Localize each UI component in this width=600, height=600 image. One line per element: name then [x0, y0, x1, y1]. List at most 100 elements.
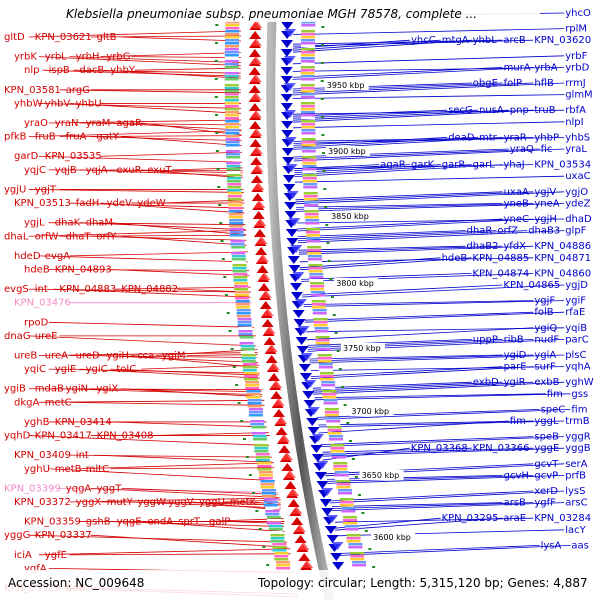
reverse-gene-arrow[interactable]: [321, 488, 334, 496]
reverse-gene-arrow[interactable]: [284, 29, 297, 37]
forward-gene-arrow[interactable]: [280, 452, 293, 460]
gene-label-right[interactable]: xerD: [534, 486, 558, 497]
reverse-gene-arrow[interactable]: [285, 229, 298, 237]
forward-gene-arrow[interactable]: [252, 211, 265, 219]
gene-label-left[interactable]: mutY: [107, 497, 134, 508]
gene-label-left[interactable]: endA: [147, 517, 173, 528]
gene-label-right[interactable]: KPN_04860: [534, 268, 591, 279]
gene-label-right[interactable]: KPN_03620: [534, 35, 591, 46]
gene-label-right[interactable]: yqhA: [565, 362, 591, 373]
gene-label-left[interactable]: yggV: [168, 497, 194, 508]
gene-label-right[interactable]: yrbD: [565, 62, 589, 73]
gene-label-right[interactable]: yhcC: [411, 35, 436, 46]
reverse-gene-arrow[interactable]: [286, 191, 299, 199]
gene-label-right[interactable]: yraQ: [510, 144, 534, 155]
gene-label-right[interactable]: folP: [504, 78, 522, 89]
gene-label-left[interactable]: sprT: [178, 517, 201, 528]
reverse-gene-arrow[interactable]: [295, 337, 308, 345]
forward-gene-arrow[interactable]: [301, 560, 314, 568]
gene-label-left[interactable]: dacB: [79, 65, 104, 76]
gene-label-right[interactable]: speC: [541, 404, 566, 415]
forward-gene-arrow[interactable]: [275, 416, 288, 424]
reverse-gene-arrow[interactable]: [304, 380, 317, 388]
gene-label-right[interactable]: fim: [547, 389, 563, 400]
reverse-gene-arrow[interactable]: [332, 562, 345, 570]
gene-label-left[interactable]: KPN_03337: [35, 530, 92, 541]
gene-label-left[interactable]: yhbU: [76, 98, 102, 109]
reverse-gene-arrow[interactable]: [316, 461, 329, 469]
reverse-gene-arrow[interactable]: [292, 272, 305, 280]
gene-label-right[interactable]: obgE: [473, 78, 498, 89]
reverse-gene-arrow[interactable]: [281, 130, 294, 138]
forward-gene-arrow[interactable]: [254, 218, 267, 226]
gene-label-right[interactable]: nusA: [479, 105, 504, 116]
forward-gene-arrow[interactable]: [256, 265, 269, 273]
gene-label-left[interactable]: KPN_03409: [14, 450, 71, 461]
gene-label-right[interactable]: ygiD: [504, 350, 527, 361]
gene-label-left[interactable]: KPN_03535: [45, 151, 102, 162]
reverse-gene-arrow[interactable]: [299, 373, 312, 381]
gene-label-right[interactable]: KPN_03534: [534, 160, 591, 171]
forward-gene-arrow[interactable]: [255, 236, 268, 244]
gene-label-right[interactable]: folB: [534, 307, 553, 318]
gene-label-left[interactable]: yqgA: [66, 483, 92, 494]
gene-label-left[interactable]: yggU: [199, 497, 225, 508]
reverse-gene-arrow[interactable]: [290, 245, 303, 253]
gene-label-right[interactable]: ygjF: [534, 296, 555, 307]
reverse-gene-arrow[interactable]: [303, 400, 316, 408]
reverse-gene-arrow[interactable]: [316, 481, 329, 489]
gene-label-left[interactable]: yghU: [24, 464, 50, 475]
gene-label-left[interactable]: yggX: [76, 497, 102, 508]
gene-label-right[interactable]: yneC: [504, 214, 529, 225]
gene-label-left[interactable]: yqhD: [4, 431, 31, 442]
gene-label-right[interactable]: rrmJ: [565, 78, 586, 89]
gene-label-right[interactable]: dhaR: [467, 226, 493, 237]
gene-label-left[interactable]: yraO: [24, 118, 48, 129]
gene-label-left[interactable]: metK: [230, 497, 257, 508]
gene-label-right[interactable]: parE: [504, 362, 527, 373]
gene-label-right[interactable]: yqiB: [565, 323, 587, 334]
gene-label-right[interactable]: ygjV: [534, 187, 556, 198]
forward-gene-arrow[interactable]: [283, 470, 296, 478]
gene-label-left[interactable]: rpoD: [24, 317, 49, 328]
forward-gene-arrow[interactable]: [298, 553, 311, 561]
gene-label-right[interactable]: yhcO: [565, 8, 591, 19]
forward-gene-arrow[interactable]: [281, 463, 294, 471]
gene-label-left[interactable]: gltB: [97, 32, 117, 43]
forward-gene-arrow[interactable]: [249, 38, 262, 46]
gene-label-left[interactable]: ygjT: [35, 184, 57, 195]
gene-label-right[interactable]: lacY: [565, 525, 586, 536]
forward-gene-arrow[interactable]: [248, 49, 261, 57]
reverse-gene-arrow[interactable]: [281, 148, 294, 156]
reverse-gene-arrow[interactable]: [280, 67, 293, 75]
forward-gene-arrow[interactable]: [248, 67, 261, 75]
reverse-gene-arrow[interactable]: [280, 94, 293, 102]
gene-label-right[interactable]: yrbA: [534, 62, 557, 73]
forward-gene-arrow[interactable]: [287, 488, 300, 496]
gene-label-right[interactable]: glmM: [565, 90, 593, 101]
gene-label-right[interactable]: yggE: [534, 443, 559, 454]
gene-label-left[interactable]: ureD: [76, 351, 100, 362]
gene-label-left[interactable]: ygfE: [45, 550, 67, 561]
gene-label-left[interactable]: KPN_03476: [14, 298, 71, 309]
forward-gene-arrow[interactable]: [253, 229, 266, 237]
reverse-gene-arrow[interactable]: [280, 49, 293, 57]
gene-label-right[interactable]: ygjH: [534, 214, 557, 225]
forward-gene-arrow[interactable]: [250, 146, 263, 154]
gene-label-left[interactable]: int: [76, 450, 89, 461]
gene-label-right[interactable]: yhbL: [473, 35, 498, 46]
gene-label-left[interactable]: mltC: [86, 464, 109, 475]
gene-label-right[interactable]: murA: [504, 62, 531, 73]
reverse-gene-arrow[interactable]: [288, 265, 301, 273]
gene-label-left[interactable]: metC: [45, 397, 72, 408]
reverse-gene-arrow[interactable]: [284, 211, 297, 219]
gene-label-left[interactable]: nlp: [24, 65, 39, 76]
gene-label-right[interactable]: ydeZ: [565, 198, 590, 209]
forward-gene-arrow[interactable]: [261, 319, 274, 327]
forward-gene-arrow[interactable]: [275, 427, 288, 435]
gene-label-left[interactable]: metB: [55, 464, 82, 475]
reverse-gene-arrow[interactable]: [280, 76, 293, 84]
reverse-gene-arrow[interactable]: [302, 391, 315, 399]
forward-gene-arrow[interactable]: [256, 254, 269, 262]
gene-label-left[interactable]: ygiN: [66, 384, 89, 395]
